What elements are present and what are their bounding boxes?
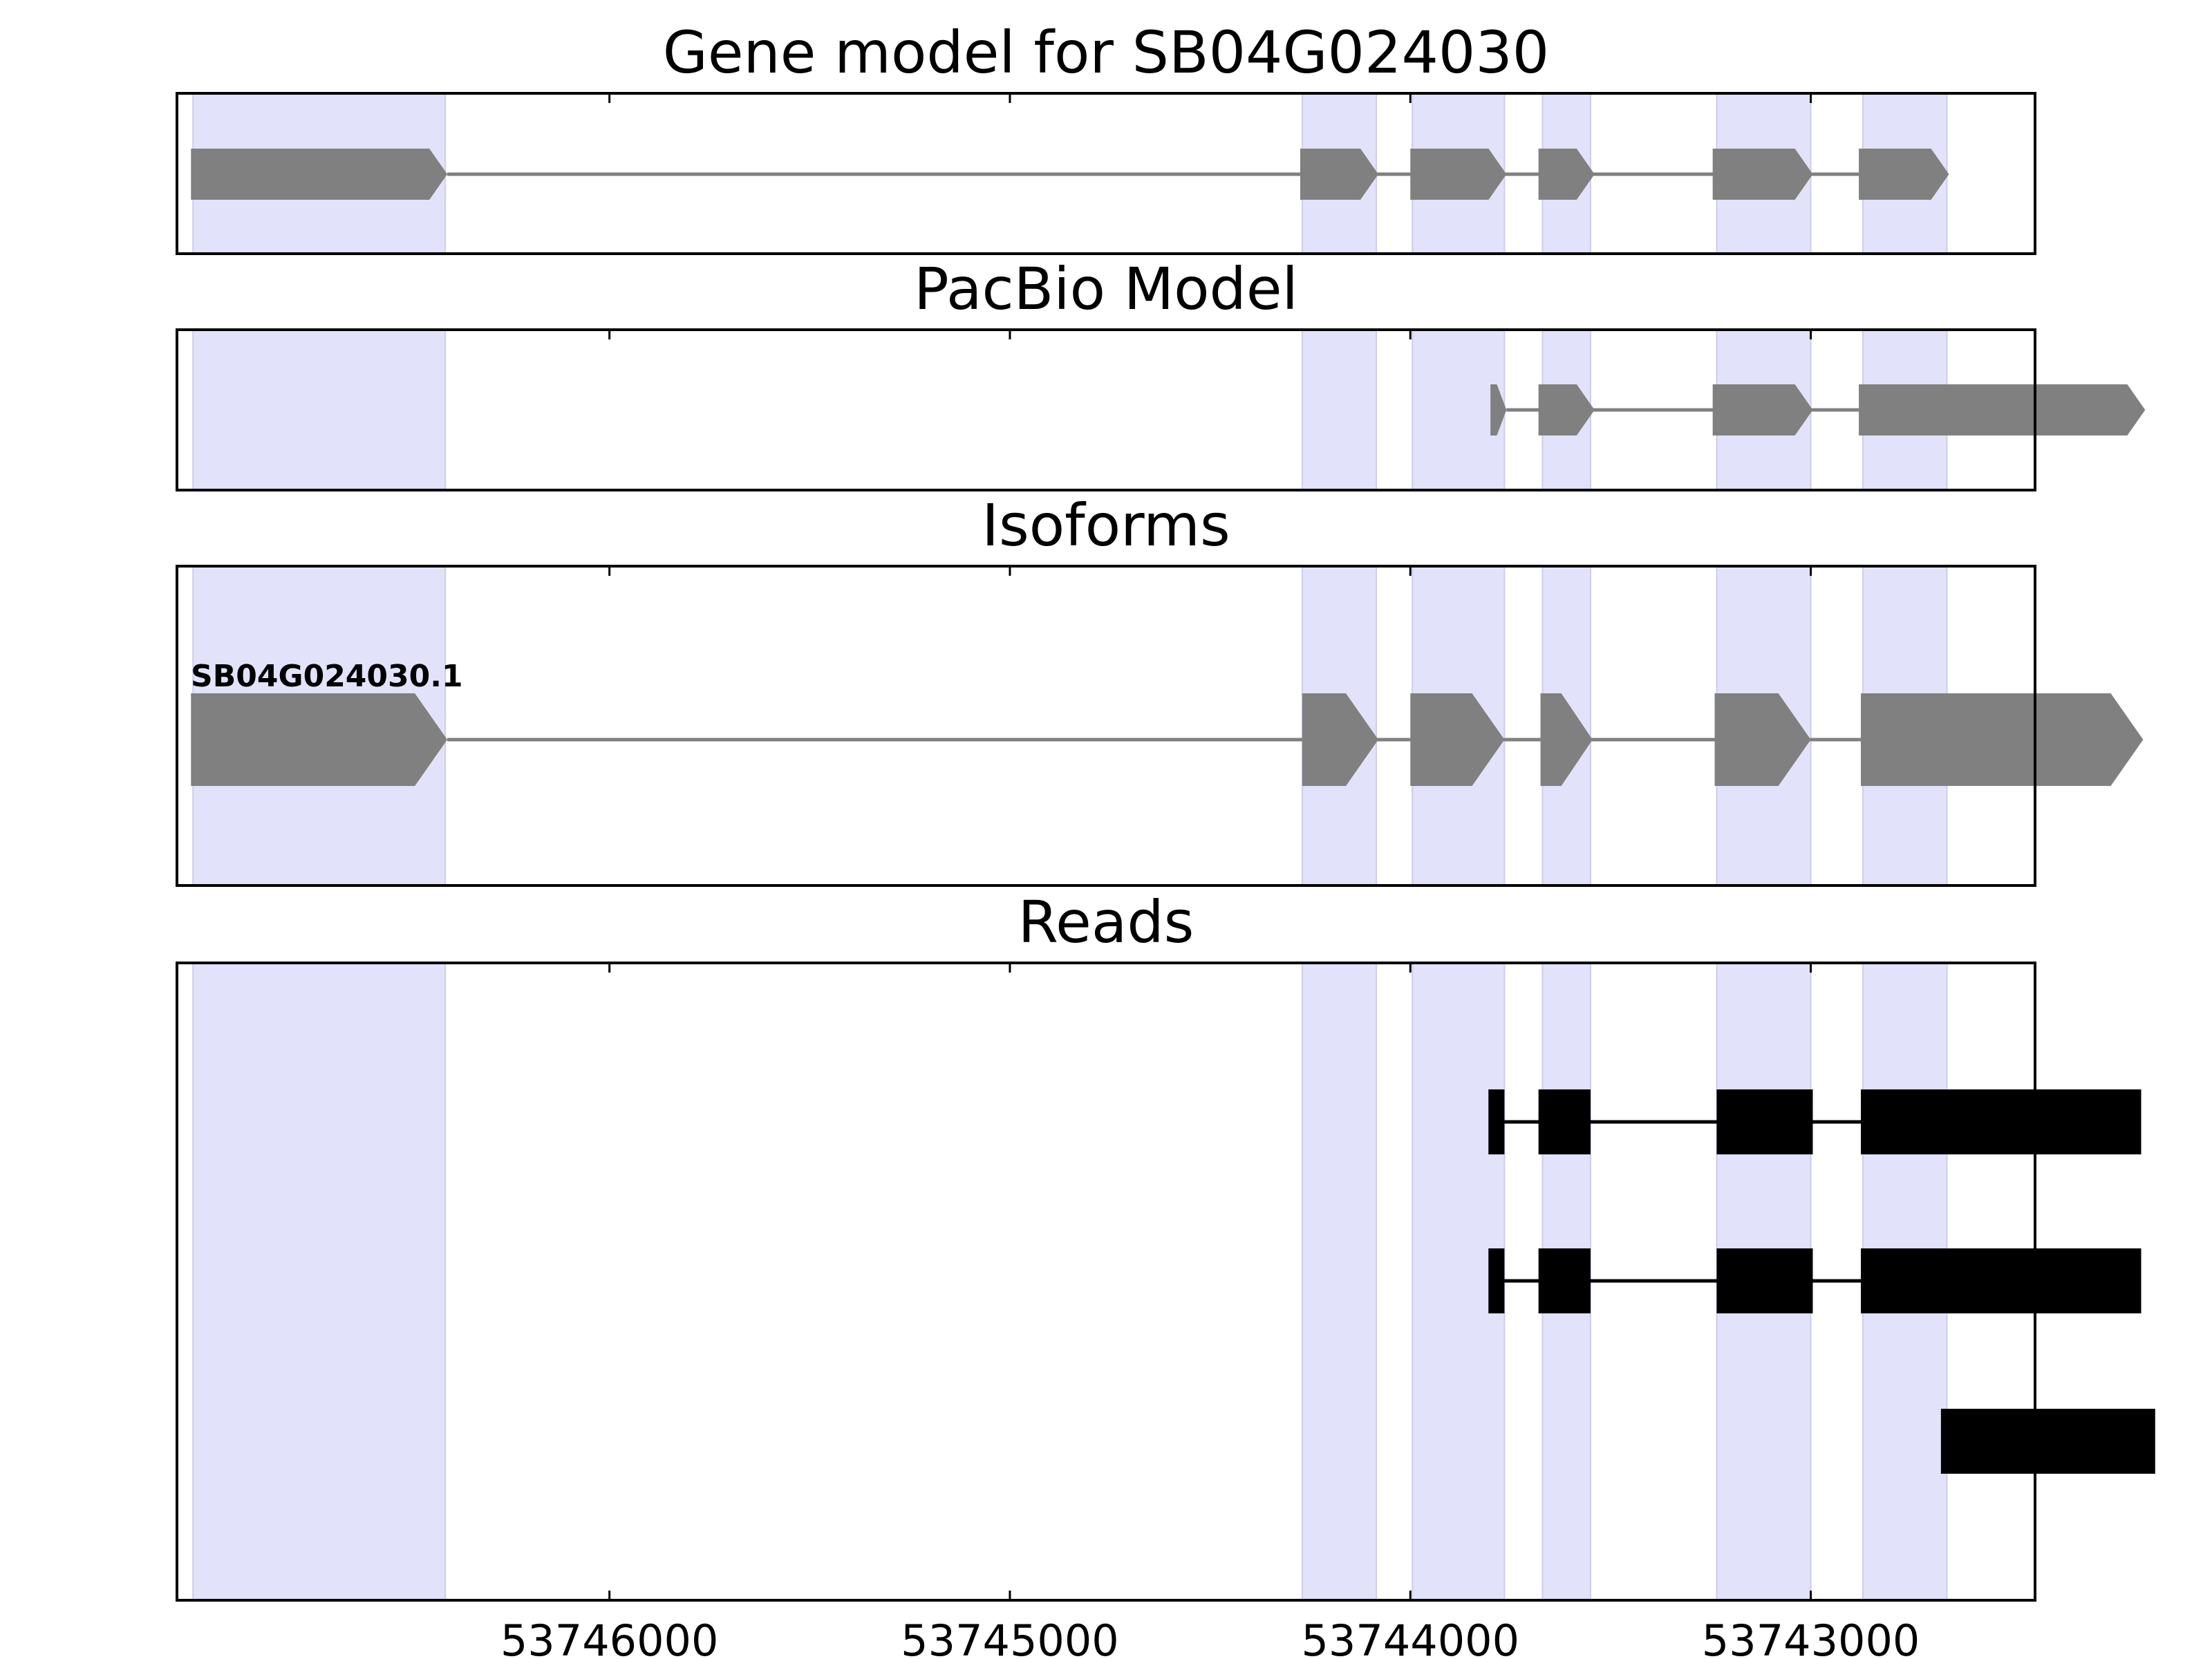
panel-reads: Reads [176, 888, 2155, 1602]
read-track [1488, 1248, 2141, 1313]
x-tick-label: 53744000 [1301, 1615, 1519, 1659]
read-block [1488, 1248, 1505, 1313]
read-block [1716, 1248, 1813, 1313]
isoform-label: SB04G024030.1 [191, 659, 463, 694]
panel-frame [176, 565, 2036, 887]
panel-isoforms: Isoforms SB04G024030.1 [176, 491, 2144, 887]
panel-title: Gene model for SB04G024030 [663, 19, 1549, 86]
exon-arrow [1538, 384, 1595, 435]
panel-title: Reads [1018, 888, 1194, 956]
exon-arrow [1300, 149, 1378, 200]
exon-arrow [1410, 693, 1505, 786]
read-block [1940, 1409, 2155, 1474]
highlight-region [1301, 962, 1378, 1601]
exon-arrow [1410, 149, 1507, 200]
read-track [1488, 1089, 2141, 1154]
x-tick-label: 53743000 [1702, 1615, 1920, 1659]
read-block [1861, 1248, 2141, 1313]
highlight-region [1301, 329, 1378, 491]
exon-arrow [1861, 693, 2144, 786]
panel-title: Isoforms [982, 491, 1230, 559]
exon-arrow [1538, 149, 1595, 200]
panel-title: PacBio Model [914, 255, 1298, 323]
x-tick-label: 53746000 [500, 1615, 719, 1659]
exon-arrow [1712, 384, 1813, 435]
exon-arrow [1859, 384, 2146, 435]
read-block [1716, 1089, 1813, 1154]
panel-pacbio-model: PacBio Model [176, 255, 2146, 491]
read-block [1538, 1248, 1591, 1313]
read-block [1488, 1089, 1505, 1154]
exon-arrow [1712, 149, 1813, 200]
exon-arrow [1859, 149, 1949, 200]
read-block [1538, 1089, 1591, 1154]
highlight-region [1412, 329, 1506, 491]
transcript-track [191, 149, 1949, 200]
exon-arrow [1302, 693, 1378, 786]
exon-arrow [191, 693, 448, 786]
exon-arrow [191, 149, 448, 200]
panel-frame [176, 92, 2036, 255]
panel-frame [176, 962, 2036, 1602]
panel-frame [176, 328, 2036, 491]
transcript-track: SB04G024030.1 [191, 659, 2144, 786]
exon-arrow [1714, 693, 1811, 786]
panel-gene-model: Gene model for SB04G024030 [176, 19, 2036, 255]
read-track [1940, 1409, 2155, 1474]
exon-arrow [1540, 693, 1593, 786]
transcript-track [1490, 384, 2146, 435]
x-tick-label: 53745000 [901, 1615, 1119, 1659]
highlight-region [192, 329, 447, 491]
exon-arrow [1490, 384, 1507, 435]
highlight-region [192, 962, 447, 1601]
read-block [1861, 1089, 2141, 1154]
